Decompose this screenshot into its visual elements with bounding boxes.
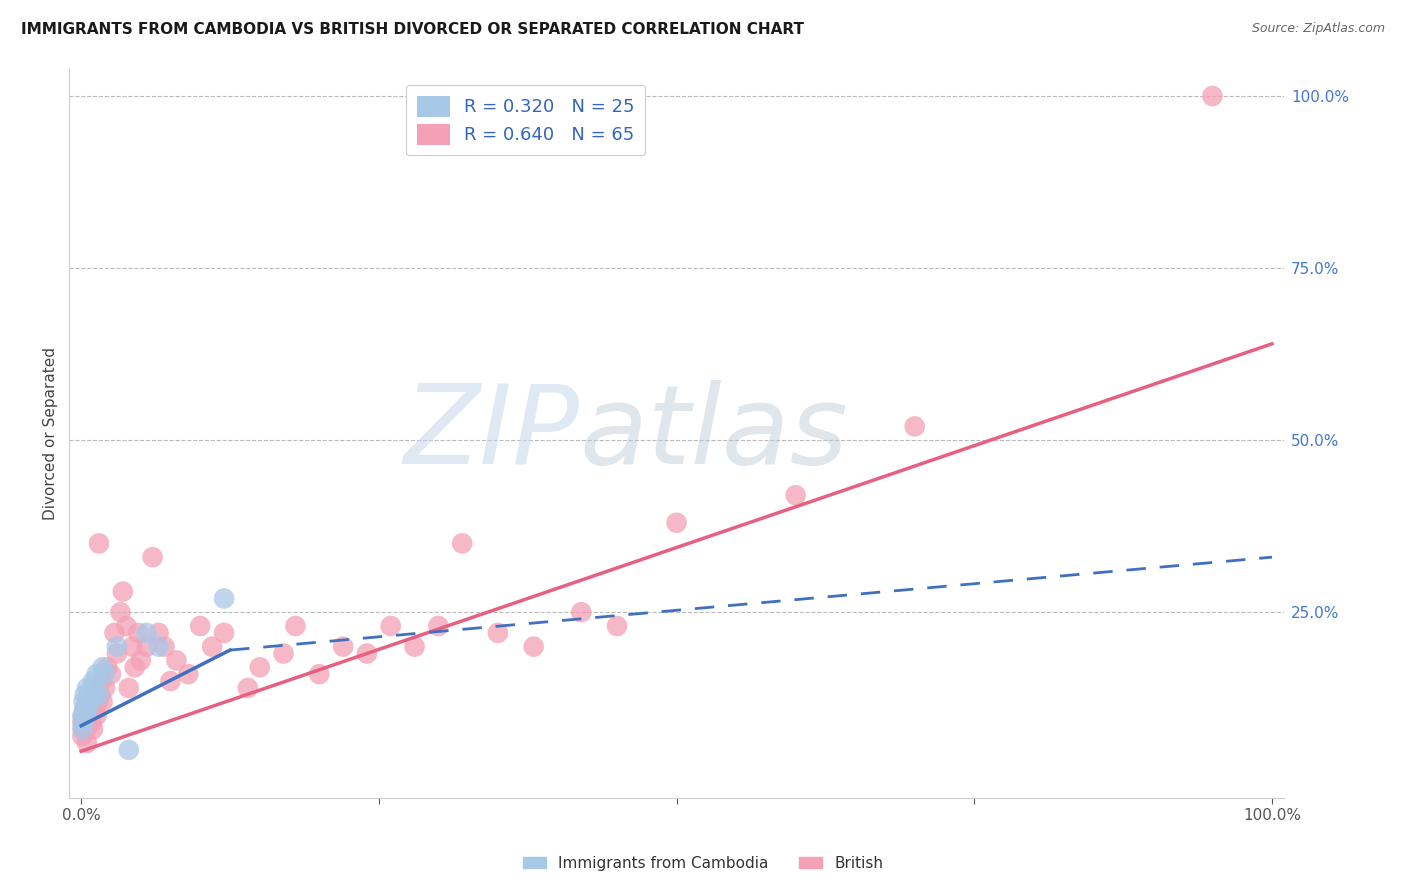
Point bbox=[77, 701, 100, 715]
Point bbox=[404, 640, 426, 654]
Point bbox=[91, 660, 114, 674]
Point bbox=[79, 688, 101, 702]
Point bbox=[356, 647, 378, 661]
Point bbox=[84, 681, 107, 695]
Point bbox=[105, 647, 128, 661]
Point bbox=[105, 640, 128, 654]
Point bbox=[82, 688, 104, 702]
Point bbox=[82, 674, 104, 689]
Point bbox=[110, 605, 132, 619]
Point bbox=[308, 667, 330, 681]
Point bbox=[87, 536, 110, 550]
Point bbox=[94, 681, 117, 695]
Point bbox=[451, 536, 474, 550]
Point bbox=[87, 695, 110, 709]
Text: atlas: atlas bbox=[579, 380, 848, 487]
Point bbox=[72, 729, 94, 743]
Point bbox=[159, 674, 181, 689]
Point bbox=[75, 708, 97, 723]
Point bbox=[148, 640, 170, 654]
Point bbox=[79, 695, 101, 709]
Point bbox=[127, 626, 149, 640]
Point bbox=[904, 419, 927, 434]
Point bbox=[72, 723, 94, 737]
Point bbox=[135, 626, 157, 640]
Point bbox=[76, 708, 98, 723]
Point bbox=[486, 626, 509, 640]
Y-axis label: Divorced or Separated: Divorced or Separated bbox=[44, 347, 58, 520]
Point bbox=[273, 647, 295, 661]
Point bbox=[665, 516, 688, 530]
Point bbox=[785, 488, 807, 502]
Point bbox=[1201, 89, 1223, 103]
Point bbox=[165, 653, 187, 667]
Point bbox=[73, 701, 96, 715]
Point bbox=[72, 715, 94, 730]
Point bbox=[83, 701, 105, 715]
Point bbox=[86, 708, 108, 723]
Point bbox=[427, 619, 450, 633]
Point bbox=[148, 626, 170, 640]
Point bbox=[76, 695, 98, 709]
Point bbox=[77, 701, 100, 715]
Point bbox=[135, 640, 157, 654]
Point bbox=[87, 688, 110, 702]
Point bbox=[115, 619, 138, 633]
Point bbox=[118, 743, 141, 757]
Point bbox=[76, 681, 98, 695]
Point bbox=[380, 619, 402, 633]
Point bbox=[103, 626, 125, 640]
Point bbox=[121, 640, 143, 654]
Point bbox=[73, 715, 96, 730]
Point bbox=[80, 715, 103, 730]
Point bbox=[72, 708, 94, 723]
Point bbox=[72, 723, 94, 737]
Point bbox=[249, 660, 271, 674]
Point bbox=[72, 695, 94, 709]
Point bbox=[111, 584, 134, 599]
Point bbox=[142, 550, 165, 565]
Point bbox=[73, 688, 96, 702]
Point bbox=[72, 715, 94, 730]
Point bbox=[606, 619, 628, 633]
Point bbox=[523, 640, 546, 654]
Point bbox=[75, 723, 97, 737]
Point bbox=[177, 667, 200, 681]
Point bbox=[80, 681, 103, 695]
Legend: Immigrants from Cambodia, British: Immigrants from Cambodia, British bbox=[517, 850, 889, 877]
Point bbox=[76, 736, 98, 750]
Text: IMMIGRANTS FROM CAMBODIA VS BRITISH DIVORCED OR SEPARATED CORRELATION CHART: IMMIGRANTS FROM CAMBODIA VS BRITISH DIVO… bbox=[21, 22, 804, 37]
Point bbox=[236, 681, 259, 695]
Legend: R = 0.320   N = 25, R = 0.640   N = 65: R = 0.320 N = 25, R = 0.640 N = 65 bbox=[406, 85, 645, 155]
Point bbox=[82, 723, 104, 737]
Point bbox=[153, 640, 176, 654]
Point bbox=[77, 715, 100, 730]
Point bbox=[86, 667, 108, 681]
Point bbox=[79, 708, 101, 723]
Point bbox=[212, 591, 235, 606]
Point bbox=[129, 653, 152, 667]
Point bbox=[96, 660, 118, 674]
Point bbox=[124, 660, 146, 674]
Point bbox=[79, 695, 101, 709]
Point bbox=[73, 701, 96, 715]
Point bbox=[94, 667, 117, 681]
Point bbox=[89, 688, 111, 702]
Point bbox=[332, 640, 354, 654]
Point bbox=[91, 695, 114, 709]
Point bbox=[118, 681, 141, 695]
Point bbox=[72, 708, 94, 723]
Point bbox=[84, 688, 107, 702]
Point bbox=[100, 667, 122, 681]
Point bbox=[212, 626, 235, 640]
Text: ZIP: ZIP bbox=[404, 380, 579, 487]
Point bbox=[284, 619, 307, 633]
Point bbox=[188, 619, 211, 633]
Point bbox=[201, 640, 224, 654]
Point bbox=[90, 674, 112, 689]
Point bbox=[569, 605, 592, 619]
Text: Source: ZipAtlas.com: Source: ZipAtlas.com bbox=[1251, 22, 1385, 36]
